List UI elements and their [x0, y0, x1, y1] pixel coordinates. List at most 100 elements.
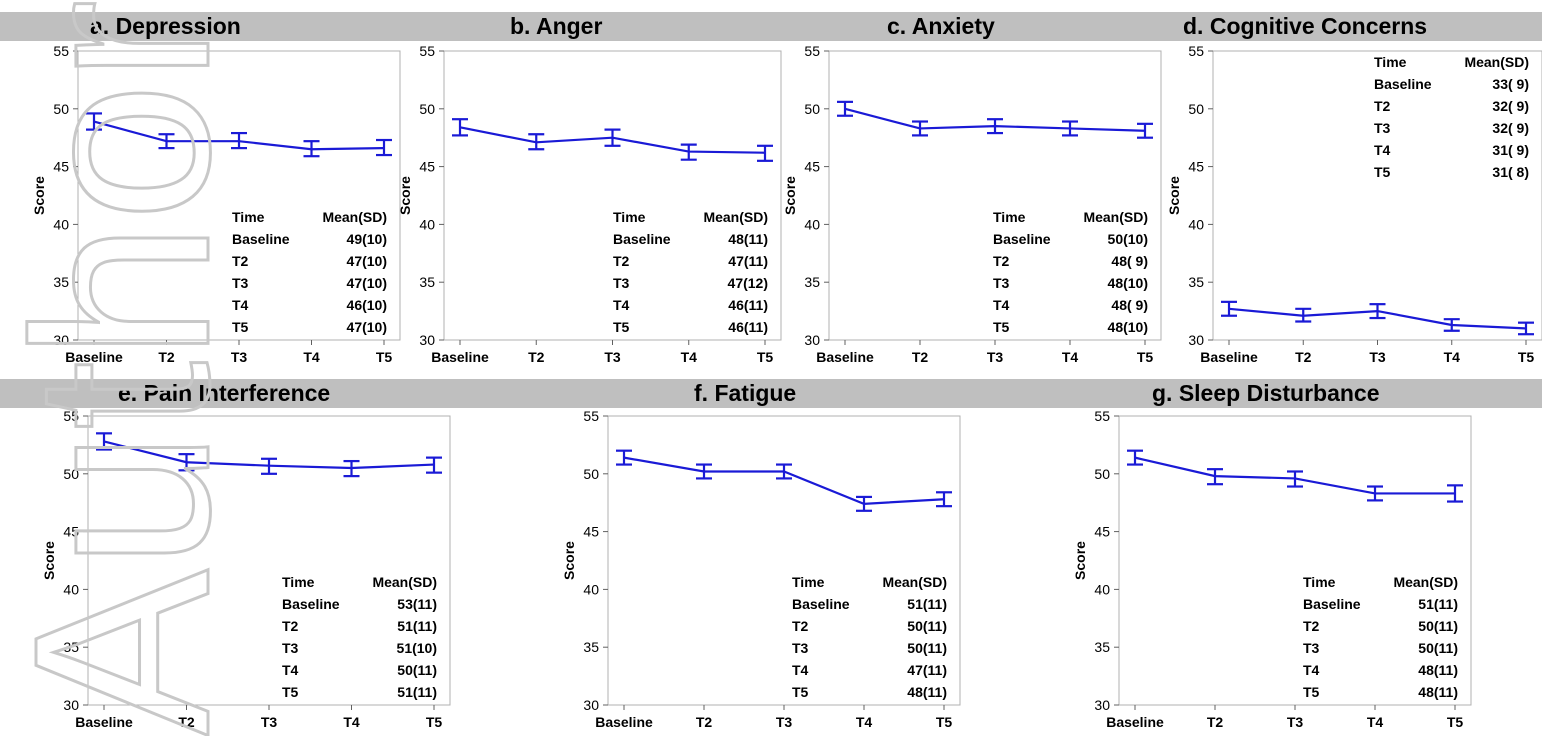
- table-cell-time: T3: [282, 640, 299, 656]
- x-tick-label: T2: [158, 349, 175, 365]
- table-cell-time: Baseline: [613, 231, 671, 247]
- x-tick-label: T5: [376, 349, 393, 365]
- table-cell-mean-sd: 50(11): [1418, 618, 1458, 634]
- table-cell-mean-sd: 48(11): [1418, 684, 1458, 700]
- table-cell-time: T4: [1374, 142, 1391, 158]
- table-cell-mean-sd: 47(10): [347, 275, 387, 291]
- table-cell-time: T4: [993, 297, 1010, 313]
- x-tick-label: T4: [303, 349, 320, 365]
- table-cell-time: Baseline: [232, 231, 290, 247]
- y-axis-label: Score: [1166, 176, 1182, 215]
- table-cell-time: T5: [1303, 684, 1320, 700]
- table-header-mean-sd: Mean(SD): [1083, 209, 1148, 225]
- table-cell-time: T5: [792, 684, 809, 700]
- y-tick-label: 50: [1094, 466, 1110, 482]
- table-cell-time: Baseline: [792, 596, 850, 612]
- table-cell-time: T5: [1374, 164, 1391, 180]
- x-tick-label: T2: [1295, 349, 1312, 365]
- x-tick-label: T4: [856, 714, 873, 730]
- table-header-mean-sd: Mean(SD): [1464, 54, 1529, 70]
- y-tick-label: 50: [53, 101, 69, 117]
- table-cell-time: T5: [232, 319, 249, 335]
- y-tick-label: 30: [419, 332, 435, 348]
- table-cell-time: T5: [993, 319, 1010, 335]
- table-header-time: Time: [613, 209, 646, 225]
- table-header-mean-sd: Mean(SD): [372, 574, 437, 590]
- y-tick-label: 50: [583, 466, 599, 482]
- table-cell-time: T5: [613, 319, 630, 335]
- table-cell-time: T2: [1374, 98, 1391, 114]
- y-tick-label: 40: [63, 581, 79, 597]
- x-tick-label: T5: [1447, 714, 1464, 730]
- y-tick-label: 50: [804, 101, 820, 117]
- y-tick-label: 40: [804, 216, 820, 232]
- title-band-bottom: [0, 379, 1542, 408]
- panel-title-d: d. Cognitive Concerns: [1183, 13, 1428, 39]
- table-cell-mean-sd: 49(10): [347, 231, 387, 247]
- table-header-mean-sd: Mean(SD): [322, 209, 387, 225]
- y-tick-label: 30: [1188, 332, 1204, 348]
- table-cell-mean-sd: 48(11): [1418, 662, 1458, 678]
- x-tick-label: T4: [681, 349, 698, 365]
- y-tick-label: 55: [1188, 43, 1204, 59]
- table-cell-mean-sd: 47(10): [347, 319, 387, 335]
- chart-fatigue: 30 35 40 45 50 55 Score Baseline T2 T3 T4 T5 Time Mea…: [561, 408, 961, 730]
- table-cell-mean-sd: 51(11): [907, 596, 947, 612]
- y-tick-label: 45: [1094, 524, 1110, 540]
- table-cell-mean-sd: 47(11): [728, 253, 768, 269]
- y-tick-label: 45: [63, 524, 79, 540]
- table-cell-mean-sd: 50(11): [907, 618, 947, 634]
- x-tick-label: Baseline: [1200, 349, 1258, 365]
- table-cell-time: T4: [792, 662, 809, 678]
- table-cell-mean-sd: 48(11): [728, 231, 768, 247]
- y-tick-label: 45: [583, 524, 599, 540]
- table-cell-mean-sd: 47(10): [347, 253, 387, 269]
- table-cell-time: T2: [282, 618, 299, 634]
- table-cell-mean-sd: 50(11): [397, 662, 437, 678]
- table-header-time: Time: [1303, 574, 1336, 590]
- table-cell-mean-sd: 31( 8): [1492, 164, 1529, 180]
- table-cell-mean-sd: 46(10): [347, 297, 387, 313]
- y-tick-label: 55: [63, 408, 79, 424]
- table-cell-mean-sd: 47(12): [728, 275, 768, 291]
- table-cell-mean-sd: 32( 9): [1492, 120, 1529, 136]
- x-tick-label: T3: [231, 349, 248, 365]
- panel-title-e: e. Pain Interference: [118, 380, 331, 406]
- y-tick-label: 50: [63, 466, 79, 482]
- table-cell-time: T2: [232, 253, 249, 269]
- y-tick-label: 50: [1188, 101, 1204, 117]
- y-tick-label: 45: [1188, 159, 1204, 175]
- x-tick-label: T3: [261, 714, 278, 730]
- table-cell-time: T2: [1303, 618, 1320, 634]
- table-cell-mean-sd: 48(11): [907, 684, 947, 700]
- x-tick-label: T5: [1137, 349, 1154, 365]
- table-cell-mean-sd: 32( 9): [1492, 98, 1529, 114]
- y-tick-label: 40: [1188, 216, 1204, 232]
- chart-pain-interference: 30 35 40 45 50 55 Score Baseline T2 T3 T4 T5 Time Mea…: [41, 408, 451, 730]
- y-tick-label: 30: [1094, 697, 1110, 713]
- y-tick-label: 35: [63, 639, 79, 655]
- x-tick-label: Baseline: [595, 714, 653, 730]
- y-tick-label: 55: [804, 43, 820, 59]
- y-axis-label: Score: [41, 541, 57, 580]
- table-header-time: Time: [792, 574, 825, 590]
- x-tick-label: T5: [757, 349, 774, 365]
- table-cell-time: T3: [613, 275, 630, 291]
- x-tick-label: T4: [1062, 349, 1079, 365]
- x-tick-label: T3: [1369, 349, 1386, 365]
- x-tick-label: T2: [178, 714, 195, 730]
- x-tick-label: T3: [987, 349, 1004, 365]
- x-tick-label: T5: [1518, 349, 1535, 365]
- y-tick-label: 40: [53, 216, 69, 232]
- x-tick-label: Baseline: [65, 349, 123, 365]
- table-cell-mean-sd: 51(11): [397, 684, 437, 700]
- y-axis-label: Score: [397, 176, 413, 215]
- table-cell-mean-sd: 50(10): [1108, 231, 1148, 247]
- panel-title-f: f. Fatigue: [694, 380, 797, 406]
- table-header-time: Time: [1374, 54, 1407, 70]
- panel-title-g: g. Sleep Disturbance: [1152, 380, 1380, 406]
- x-tick-label: Baseline: [1106, 714, 1164, 730]
- table-cell-time: T2: [613, 253, 630, 269]
- table-cell-mean-sd: 46(11): [728, 297, 768, 313]
- table-cell-mean-sd: 50(11): [1418, 640, 1458, 656]
